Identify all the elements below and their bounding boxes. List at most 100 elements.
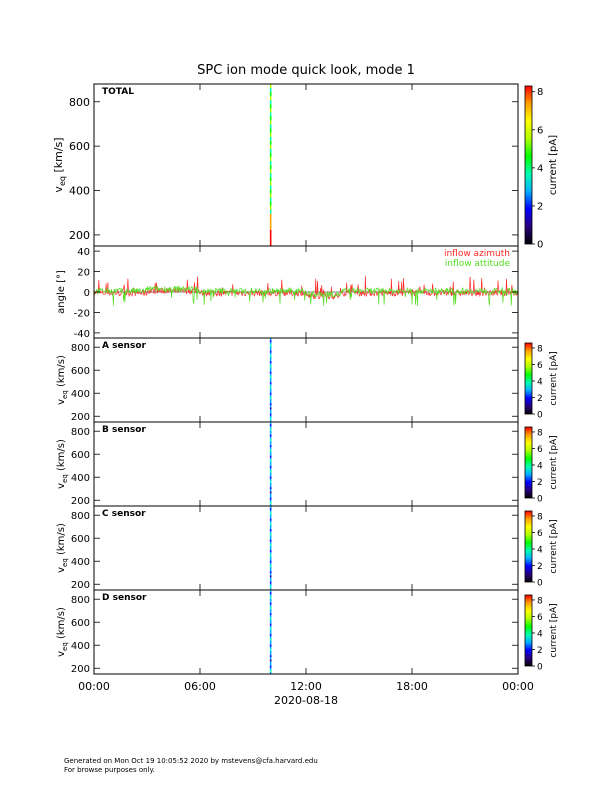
footer-line-2: For browse purposes only. [64,766,155,774]
panel-label: C sensor [102,509,146,519]
burst-cell [269,392,272,395]
burst-cell [269,100,272,105]
burst-cell [269,365,272,368]
ytick-label: 20 [77,268,90,279]
burst-cell [269,537,272,540]
burst-cell [269,501,272,504]
panel-label: D sensor [102,593,147,603]
colorbar-label: current [pA] [548,135,559,195]
ytick-label: 600 [71,450,90,461]
burst-cell [269,181,272,186]
burst-cell [269,213,272,218]
colorbar-tick-label: 6 [537,361,543,371]
series-attitude-line [93,285,519,306]
y-axis-label: veq [km/s] [52,137,67,192]
burst-cell [269,96,272,101]
burst-cell [269,497,272,500]
burst-cell [269,556,272,559]
burst-cell [269,529,272,532]
y-axis-label: angle [°] [56,270,67,314]
ytick-label: 800 [71,343,90,354]
burst-cell [269,453,272,456]
colorbar-tick-label: 8 [537,596,543,606]
burst-cell [269,434,272,437]
burst-cell [269,217,272,222]
ytick-label: -20 [74,308,90,319]
burst-cell [269,632,272,635]
burst-cell [269,524,272,527]
ytick-label: 600 [71,618,90,629]
burst-cell [269,449,272,452]
burst-cell [269,634,272,637]
ytick-label: 0 [84,288,90,299]
burst-cell [269,415,272,418]
burst-cell [269,340,272,343]
burst-cell [269,531,272,534]
burst-cell [269,550,272,553]
burst-cell [269,405,272,408]
burst-cell [269,583,272,586]
burst-cell [269,640,272,643]
burst-cell [269,229,272,234]
colorbar-tick-label: 2 [537,646,543,656]
burst-cell [269,390,272,393]
burst-cell [269,152,272,157]
burst-cell [269,499,272,502]
burst-cell [269,470,272,473]
ytick-label: 400 [71,557,90,568]
colorbar-tick-label: 4 [537,629,543,639]
burst-cell [269,104,272,109]
figure-title: SPC ion mode quick look, mode 1 [197,63,415,78]
burst-cell [269,510,272,513]
burst-cell [269,428,272,431]
burst-cell [269,516,272,519]
burst-cell [269,493,272,496]
burst-cell [269,629,272,632]
burst-cell [269,527,272,530]
burst-cell [269,367,272,370]
burst-cell [269,430,272,433]
burst-cell [269,592,272,595]
burst-cell [269,209,272,214]
burst-cell [269,655,272,658]
burst-cell [269,653,272,656]
burst-cell [269,459,272,462]
burst-cell [269,445,272,448]
burst-cell [269,201,272,206]
ytick-label: 200 [71,496,90,507]
burst-cell [269,514,272,517]
ytick-label: 600 [71,534,90,545]
burst-cell [269,644,272,647]
burst-cell [269,608,272,611]
burst-cell [269,625,272,628]
colorbar [524,342,533,415]
burst-cell [269,648,272,651]
ytick-label: 800 [71,511,90,522]
burst-cell [269,438,272,441]
ytick-label: 800 [71,595,90,606]
burst-cell [269,407,272,410]
burst-cell [269,600,272,603]
burst-cell [269,615,272,618]
burst-cell [269,403,272,406]
burst-cell [269,382,272,385]
burst-cell [269,617,272,620]
burst-cell [269,495,272,498]
burst-cell [269,373,272,376]
burst-cell [269,189,272,194]
colorbar-tick-label: 2 [537,201,543,212]
colorbar [524,510,533,583]
burst-cell [269,132,272,137]
burst-cell [269,346,272,349]
burst-cell [269,669,272,672]
burst-cell [269,380,272,383]
burst-cell [269,352,272,355]
burst-cell [269,573,272,576]
burst-cell [269,461,272,464]
burst-cell [269,411,272,414]
burst-cell [269,554,272,557]
burst-cell [269,88,272,93]
